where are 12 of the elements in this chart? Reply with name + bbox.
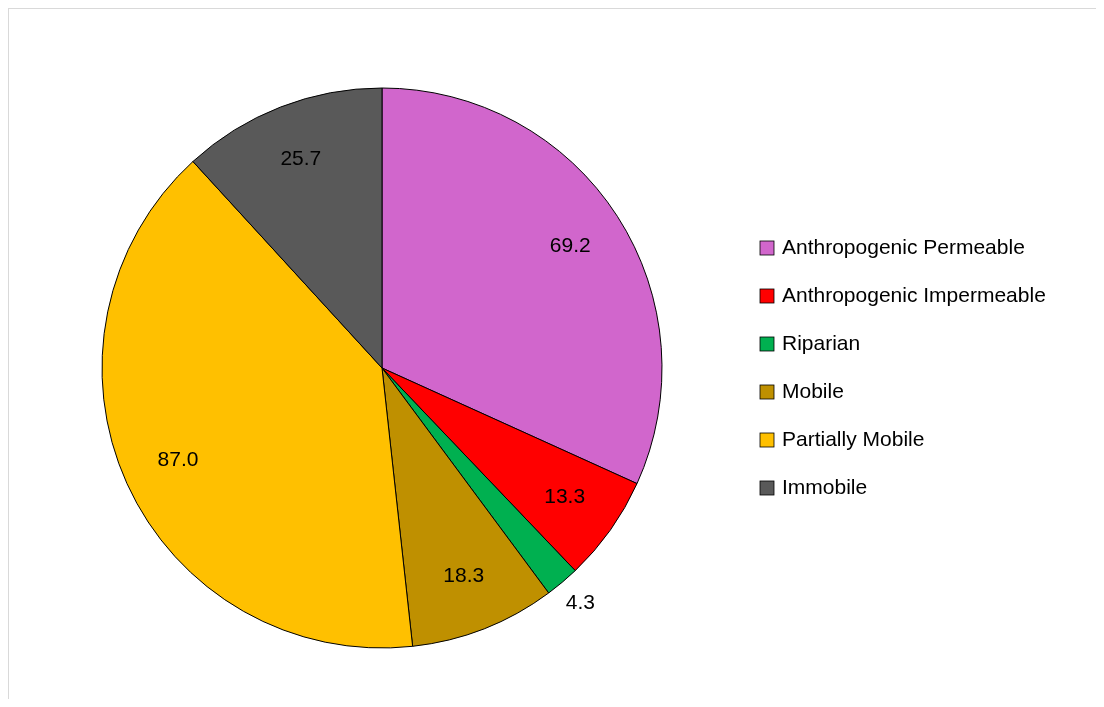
- legend-label: Anthropogenic Impermeable: [782, 282, 1046, 306]
- legend-label: Immobile: [782, 474, 868, 498]
- legend-label: Partially Mobile: [782, 426, 925, 450]
- data-label: 87.0: [157, 447, 199, 471]
- data-label: 25.7: [280, 145, 322, 169]
- legend-label: Riparian: [782, 330, 861, 354]
- legend-label: Mobile: [782, 378, 844, 402]
- data-label: 18.3: [443, 563, 485, 587]
- data-label: 13.3: [544, 484, 586, 508]
- data-label: 69.2: [549, 233, 591, 257]
- data-label: 4.3: [565, 590, 595, 614]
- legend-label: Anthropogenic Permeable: [782, 234, 1025, 258]
